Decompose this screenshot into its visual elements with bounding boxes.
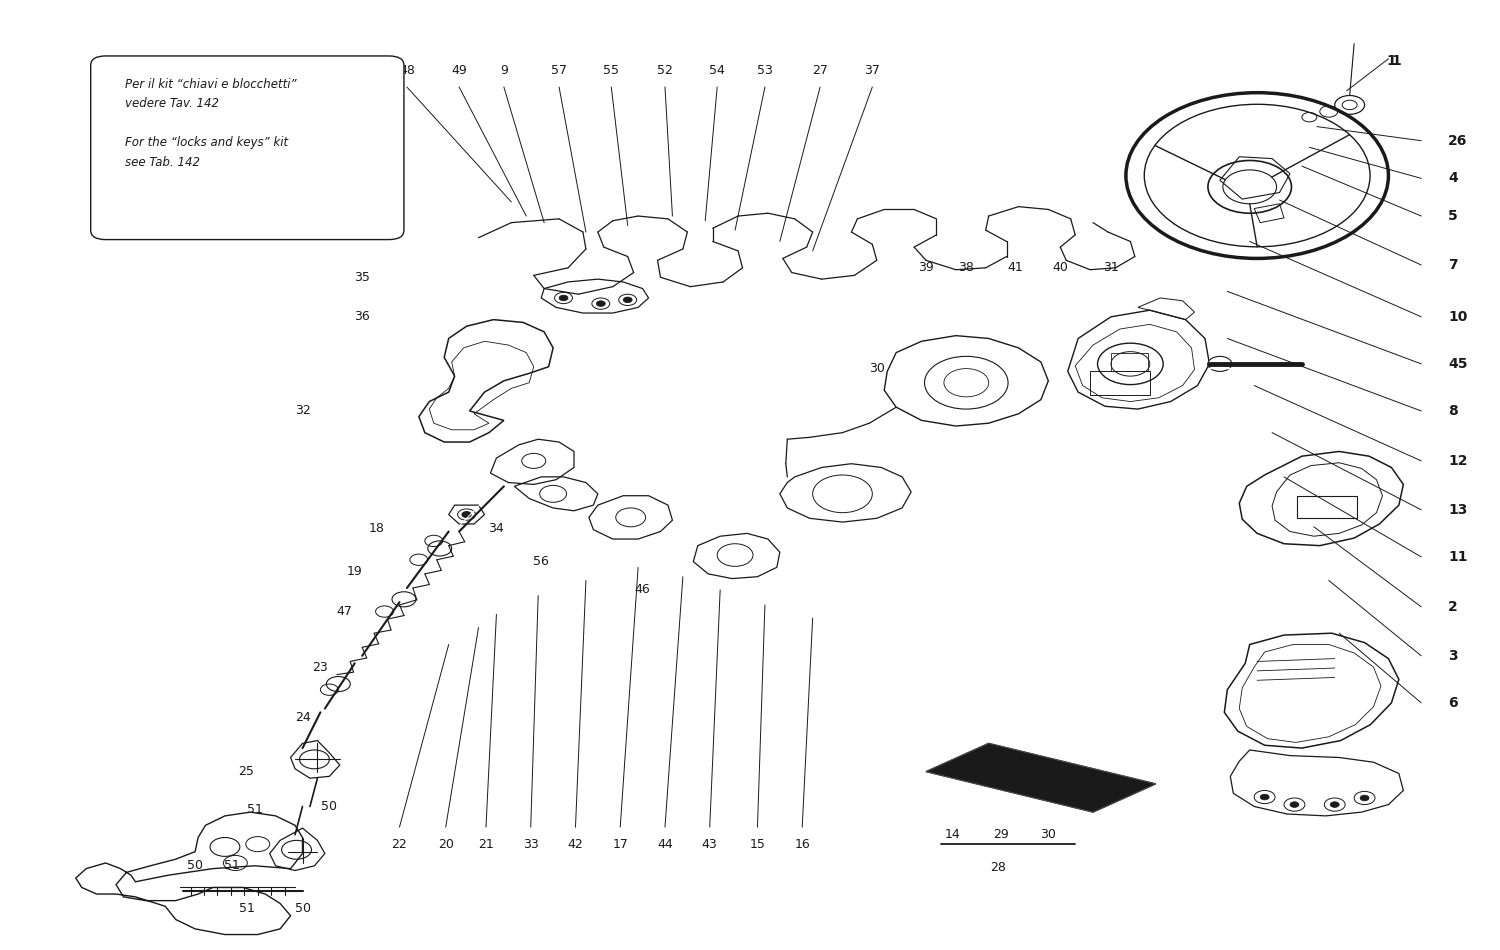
Text: 23: 23 [312,660,328,674]
Text: 9: 9 [500,64,508,77]
Bar [1090,371,1150,395]
Text: 38: 38 [958,261,974,275]
Text: 4: 4 [1448,171,1458,185]
Text: 50: 50 [188,860,202,872]
Polygon shape [926,743,1155,812]
Circle shape [597,301,606,307]
Text: 8: 8 [1448,404,1458,418]
Text: 5: 5 [1448,209,1458,223]
Text: 18: 18 [369,522,386,535]
Text: 48: 48 [399,64,416,77]
Bar [1298,496,1358,519]
Text: 29: 29 [993,828,1008,841]
Text: 51: 51 [248,803,262,816]
Text: 53: 53 [758,64,772,77]
Text: 51: 51 [240,902,255,915]
Text: 14: 14 [945,828,960,841]
Text: 40: 40 [1053,261,1068,275]
Text: 36: 36 [354,311,370,323]
Text: 28: 28 [990,861,1005,874]
Text: 3: 3 [1448,649,1458,663]
Text: Per il kit “chiavi e blocchetti”
vedere Tav. 142

For the “locks and keys” kit
s: Per il kit “chiavi e blocchetti” vedere … [124,78,297,168]
Text: 17: 17 [612,838,628,850]
Text: 32: 32 [294,405,310,417]
Text: 13: 13 [1448,503,1467,517]
Text: 46: 46 [634,583,651,597]
Text: 20: 20 [438,838,453,850]
Circle shape [462,512,471,518]
Text: 54: 54 [710,64,724,77]
Text: 31: 31 [1102,261,1119,275]
Text: 25: 25 [238,765,254,778]
Text: 45: 45 [1448,357,1467,370]
Text: 1: 1 [1392,53,1401,67]
Text: 19: 19 [346,564,363,578]
Text: 16: 16 [795,838,810,850]
Text: 41: 41 [1008,261,1023,275]
Circle shape [1360,795,1370,801]
Text: 15: 15 [750,838,765,850]
Text: 37: 37 [864,64,880,77]
Text: 39: 39 [918,261,934,275]
Text: 44: 44 [657,838,674,850]
Circle shape [1260,794,1269,800]
Text: 2: 2 [1448,599,1458,614]
Text: 33: 33 [524,838,538,850]
Text: 50: 50 [321,800,338,813]
Circle shape [560,295,568,301]
FancyBboxPatch shape [90,56,404,239]
Text: 50: 50 [294,902,310,915]
Text: 49: 49 [452,64,466,77]
Text: 11: 11 [1448,550,1467,564]
Text: 57: 57 [550,64,567,77]
Text: 26: 26 [1448,134,1467,147]
Text: 30: 30 [1041,828,1056,841]
Text: 56: 56 [532,555,549,568]
Text: 55: 55 [603,64,619,77]
Text: 51: 51 [225,860,240,872]
Text: 43: 43 [702,838,717,850]
Text: 22: 22 [392,838,408,850]
Circle shape [1330,802,1340,808]
Text: 27: 27 [812,64,828,77]
Text: 47: 47 [336,605,352,618]
Text: 12: 12 [1448,454,1467,467]
Circle shape [1290,802,1299,808]
Text: 1: 1 [1386,53,1396,67]
Circle shape [1208,356,1231,371]
Text: 6: 6 [1448,696,1458,710]
Text: 42: 42 [567,838,584,850]
Text: 10: 10 [1448,310,1467,324]
Text: 30: 30 [868,362,885,375]
Text: 35: 35 [354,271,370,284]
Text: 52: 52 [657,64,674,77]
Text: 24: 24 [294,711,310,724]
Bar [1112,352,1149,371]
Circle shape [622,297,632,303]
Text: 7: 7 [1448,258,1458,272]
Text: 34: 34 [489,522,504,535]
Text: 21: 21 [478,838,494,850]
